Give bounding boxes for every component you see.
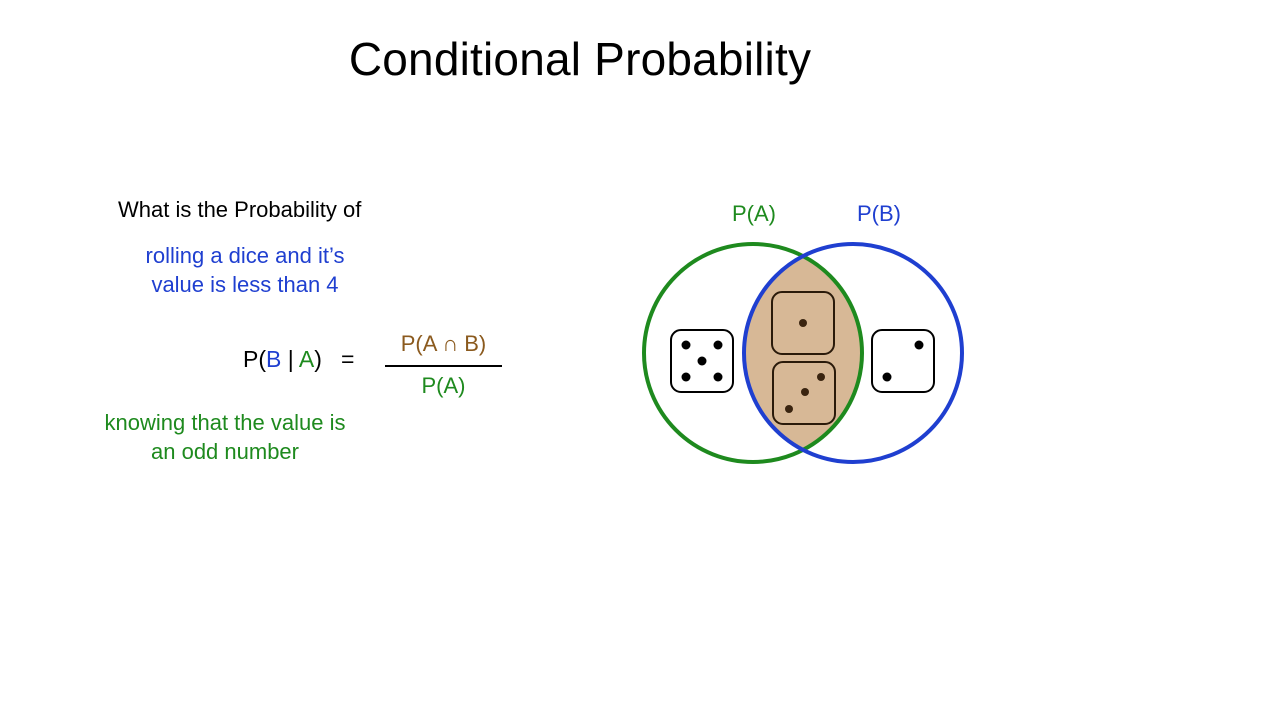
question-intro: What is the Probability of bbox=[118, 197, 362, 222]
lhs-event-b: B bbox=[266, 346, 282, 372]
die-pip bbox=[914, 340, 924, 350]
event-b-line-1: rolling a dice and it’s bbox=[145, 243, 345, 268]
die-body bbox=[871, 329, 935, 393]
event-a-circle bbox=[642, 242, 864, 464]
die-face-1 bbox=[771, 291, 835, 355]
event-b-circle bbox=[742, 242, 964, 464]
lhs-given-bar: | bbox=[281, 346, 299, 372]
lhs-event-a: A bbox=[298, 346, 315, 372]
venn-diagram: P(A) P(B) bbox=[642, 201, 964, 464]
event-b-description: rolling a dice and it’s value is less th… bbox=[100, 241, 390, 299]
die-face-2 bbox=[871, 329, 935, 393]
die-face-5 bbox=[670, 329, 734, 393]
lhs-close-paren: ) bbox=[314, 346, 322, 372]
fraction-denominator: P(A) bbox=[421, 373, 466, 398]
event-a-line-2: an odd number bbox=[151, 439, 299, 464]
fraction-bar bbox=[385, 365, 502, 367]
die-pip bbox=[713, 372, 723, 382]
die-pip bbox=[681, 372, 691, 382]
die-face-3 bbox=[772, 361, 836, 425]
event-b-label: P(B) bbox=[857, 201, 901, 226]
event-b-line-2: value is less than 4 bbox=[151, 272, 339, 297]
fraction-numerator: P(A ∩ B) bbox=[400, 331, 487, 356]
die-pip bbox=[801, 388, 809, 396]
die-pip bbox=[799, 319, 807, 327]
die-pip bbox=[713, 340, 723, 350]
conditional-probability-expression: P(B | A) bbox=[243, 346, 322, 373]
die-pip bbox=[697, 356, 707, 366]
die-pip bbox=[817, 373, 825, 381]
die-pip bbox=[882, 372, 892, 382]
page-title: Conditional Probability bbox=[348, 33, 812, 85]
event-a-line-1: knowing that the value is bbox=[104, 410, 346, 435]
equals-sign: = bbox=[341, 346, 355, 372]
die-pip bbox=[681, 340, 691, 350]
lhs-p-open: P( bbox=[243, 346, 266, 372]
event-a-description: knowing that the value is an odd number bbox=[80, 408, 370, 466]
event-a-label: P(A) bbox=[732, 201, 776, 226]
die-pip bbox=[785, 405, 793, 413]
